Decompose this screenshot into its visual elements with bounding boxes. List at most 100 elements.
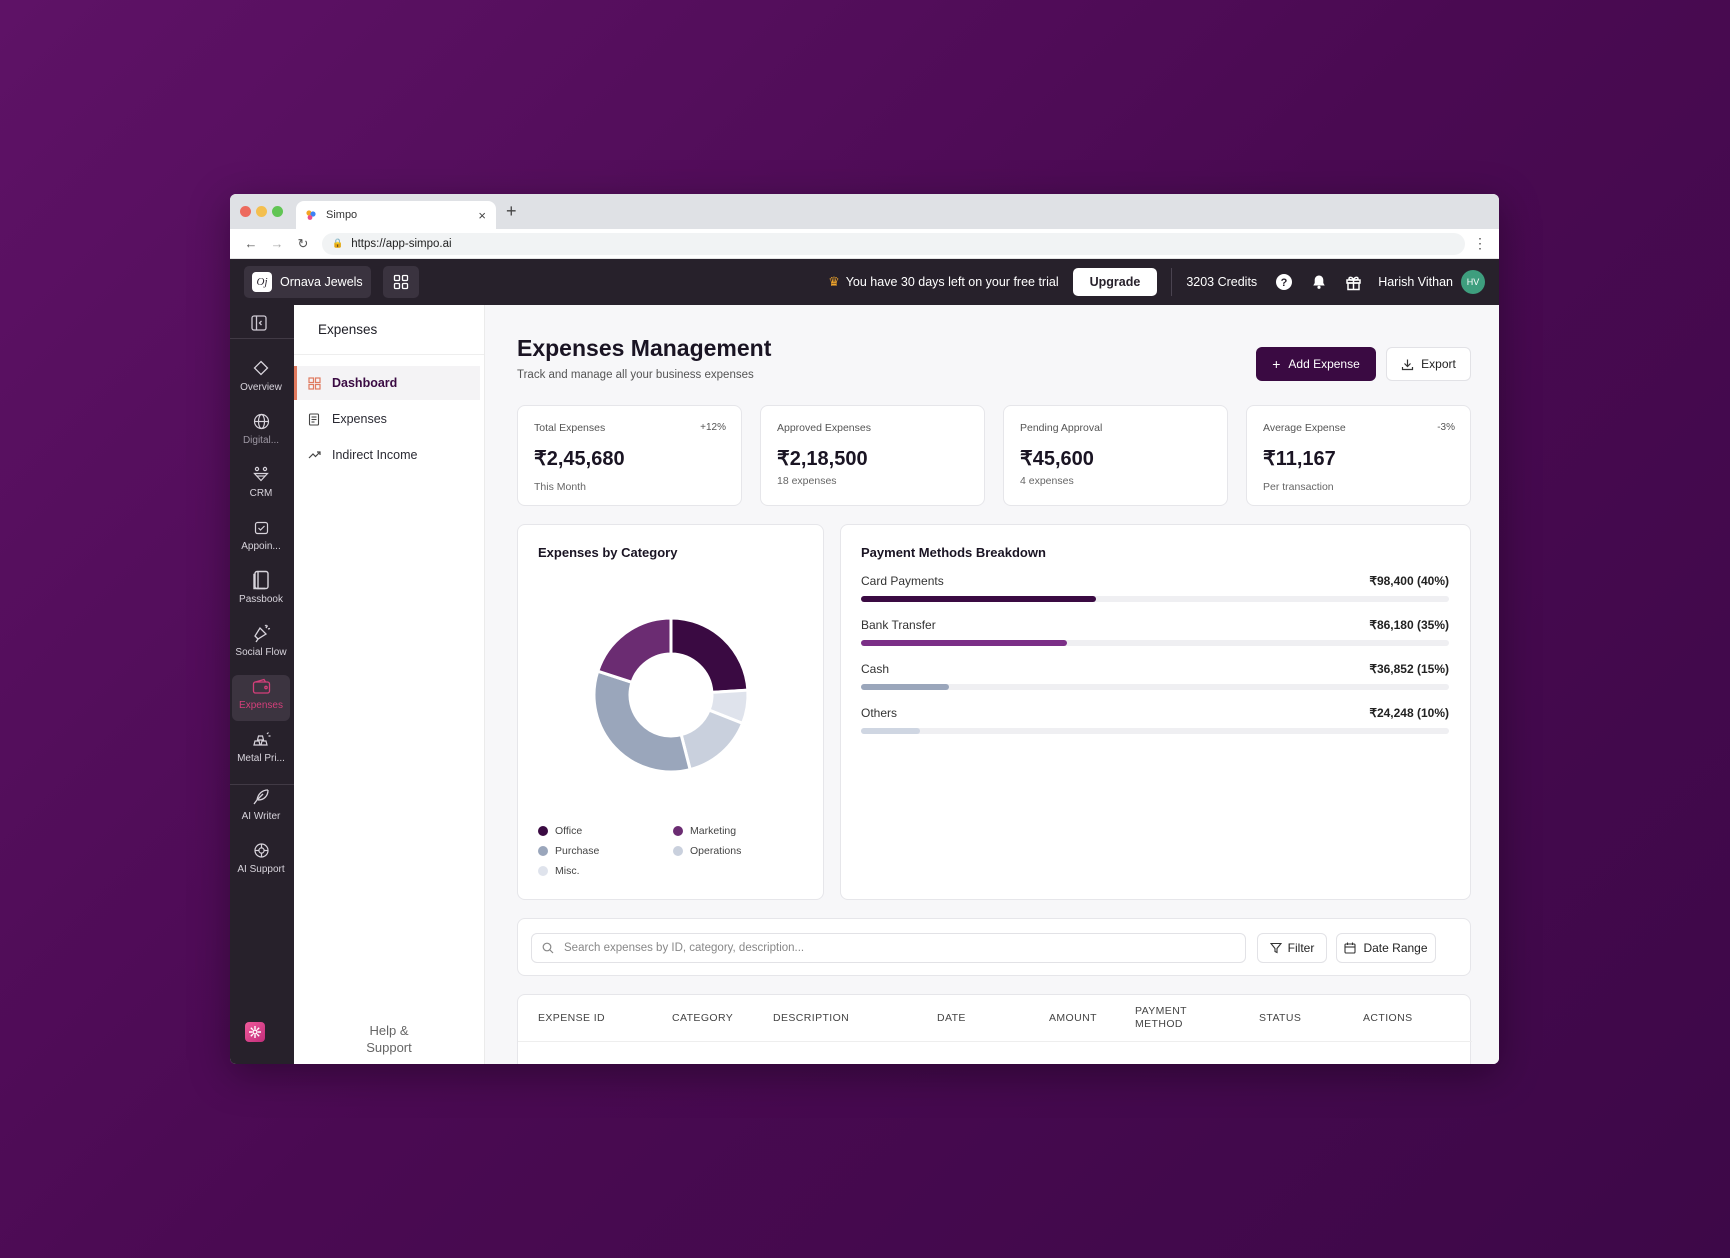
rail-label: CRM <box>249 488 273 499</box>
new-tab-button[interactable]: + <box>506 201 517 221</box>
collapse-sidebar-icon[interactable] <box>250 314 268 337</box>
gold-bars-icon <box>252 728 271 750</box>
help-icon[interactable]: ? <box>1275 273 1293 291</box>
rail-item-ai-writer[interactable]: AI Writer <box>232 786 290 832</box>
table-header-divider <box>518 1041 1472 1042</box>
stat-value: ₹2,18,500 <box>777 448 868 470</box>
apps-grid-icon <box>393 274 408 290</box>
payment-progress-fill <box>861 684 950 690</box>
rail-label: Social Flow <box>235 647 287 658</box>
stat-card-approved-expenses: Approved Expenses ₹2,18,500 18 expenses <box>760 405 985 506</box>
svg-text:?: ? <box>1281 277 1288 289</box>
payment-amount: ₹24,248 (10%) <box>1369 706 1449 720</box>
export-button[interactable]: Export <box>1386 347 1471 381</box>
rail-item-crm[interactable]: CRM <box>232 463 290 509</box>
add-expense-label: Add Expense <box>1288 357 1360 371</box>
stat-label: Pending Approval <box>1020 422 1103 434</box>
rail-item-overview[interactable]: Overview <box>232 357 290 403</box>
column-header-actions: ACTIONS <box>1363 1011 1413 1024</box>
donut-slice-marketing[interactable] <box>595 616 673 685</box>
credits-count[interactable]: 3203 Credits <box>1171 268 1257 296</box>
subnav-item-dashboard[interactable]: Dashboard <box>294 366 480 400</box>
bell-icon[interactable] <box>1311 274 1327 290</box>
rail-item-appointments[interactable]: Appoin... <box>232 516 290 562</box>
org-logo: Oj <box>252 272 272 292</box>
reload-icon[interactable]: ↻ <box>297 235 309 251</box>
rail-item-metal-prices[interactable]: Metal Pri... <box>232 728 290 774</box>
browser-tab[interactable]: Simpo × <box>296 201 496 229</box>
donut-slice-misc[interactable] <box>679 708 745 772</box>
download-icon <box>1402 359 1414 370</box>
tab-close-icon[interactable]: × <box>478 207 486 223</box>
user-menu[interactable]: Harish Vithan HV <box>1378 270 1485 294</box>
donut-slice-purchase[interactable] <box>592 669 692 774</box>
megaphone-icon <box>252 622 271 644</box>
column-header-category[interactable]: CATEGORY <box>672 1011 734 1024</box>
donut-slice-office[interactable] <box>669 616 750 695</box>
rail-label: Expenses <box>239 700 283 711</box>
column-header-date[interactable]: DATE <box>937 1011 966 1024</box>
calendar-check-icon <box>254 516 269 538</box>
trial-text: You have 30 days left on your free trial <box>845 275 1059 289</box>
rail-item-digital[interactable]: Digital... <box>232 410 290 456</box>
org-switcher[interactable]: Oj Ornava Jewels <box>244 266 371 298</box>
column-header-description[interactable]: DESCRIPTION <box>773 1011 850 1024</box>
rail-item-expenses[interactable]: Expenses <box>232 675 290 721</box>
stat-card-pending-approval: Pending Approval ₹45,600 4 expenses <box>1003 405 1228 506</box>
payment-amount: ₹98,400 (40%) <box>1369 574 1449 588</box>
date-range-label: Date Range <box>1363 941 1428 955</box>
url-text: https://app-simpo.ai <box>351 237 452 250</box>
rail-item-passbook[interactable]: Passbook <box>232 569 290 615</box>
passbook-icon <box>252 569 270 591</box>
payment-methods-title: Payment Methods Breakdown <box>861 545 1046 560</box>
column-header-status[interactable]: STATUS <box>1259 1011 1302 1024</box>
expenses-by-category-card: Expenses by Category Office Marketing Pu… <box>517 524 824 900</box>
payment-progress-fill <box>861 640 1067 646</box>
legend-item-operations: Operations <box>673 845 741 857</box>
simpo-logo[interactable] <box>245 1022 265 1042</box>
stat-note: 4 expenses <box>1020 475 1074 487</box>
back-arrow-icon[interactable]: ← <box>244 236 258 251</box>
stat-change: -3% <box>1437 422 1455 433</box>
apps-grid-button[interactable] <box>382 266 419 298</box>
column-header-expense-id[interactable]: EXPENSE ID <box>538 1011 606 1024</box>
rail-item-social-flow[interactable]: Social Flow <box>232 622 290 668</box>
subnav-item-indirect-income[interactable]: Indirect Income <box>294 438 480 472</box>
maximize-window-button[interactable] <box>272 206 283 217</box>
trend-up-icon <box>308 450 322 460</box>
date-range-button[interactable]: Date Range <box>1336 933 1436 963</box>
column-header-amount[interactable]: AMOUNT <box>1049 1011 1097 1024</box>
legend-label: Office <box>555 825 583 837</box>
help-support-link[interactable]: Help & Support <box>294 1022 484 1056</box>
stat-note: This Month <box>534 481 586 493</box>
subnav-item-expenses[interactable]: Expenses <box>294 402 480 436</box>
browser-tabstrip: Simpo × + <box>230 194 1499 229</box>
close-window-button[interactable] <box>240 206 251 217</box>
add-expense-button[interactable]: + Add Expense <box>1256 347 1376 381</box>
lock-icon: 🔒 <box>332 238 344 248</box>
subnav-label: Dashboard <box>332 376 398 390</box>
minimize-window-button[interactable] <box>256 206 267 217</box>
legend-item-marketing: Marketing <box>673 825 736 837</box>
upgrade-button[interactable]: Upgrade <box>1072 268 1158 296</box>
help-line-1: Help & <box>369 1023 409 1038</box>
address-bar[interactable]: 🔒 https://app-simpo.ai <box>322 232 1465 255</box>
forward-arrow-icon[interactable]: → <box>270 236 284 251</box>
payment-label: Card Payments <box>861 574 944 588</box>
stat-value: ₹11,167 <box>1263 448 1336 470</box>
filter-button[interactable]: Filter <box>1257 933 1327 963</box>
column-header-payment-method[interactable]: PAYMENT METHOD <box>1135 1005 1187 1030</box>
gift-icon[interactable] <box>1345 274 1362 291</box>
rail-item-ai-support[interactable]: AI Support <box>232 839 290 885</box>
search-placeholder: Search expenses by ID, category, descrip… <box>564 942 805 954</box>
browser-menu-icon[interactable]: ⋮ <box>1473 235 1487 251</box>
payment-amount: ₹86,180 (35%) <box>1369 618 1449 632</box>
payment-row-cash: Cash ₹36,852 (15%) <box>861 662 1449 690</box>
search-input[interactable]: Search expenses by ID, category, descrip… <box>531 933 1246 963</box>
stat-value: ₹45,600 <box>1020 448 1094 470</box>
legend-item-purchase: Purchase <box>538 845 599 857</box>
payment-row-card: Card Payments ₹98,400 (40%) <box>861 574 1449 602</box>
help-line-2: Support <box>366 1040 412 1055</box>
rail-label: AI Writer <box>241 811 281 822</box>
expenses-subnav: Expenses Dashboard Expenses Indirect Inc… <box>294 305 485 1064</box>
